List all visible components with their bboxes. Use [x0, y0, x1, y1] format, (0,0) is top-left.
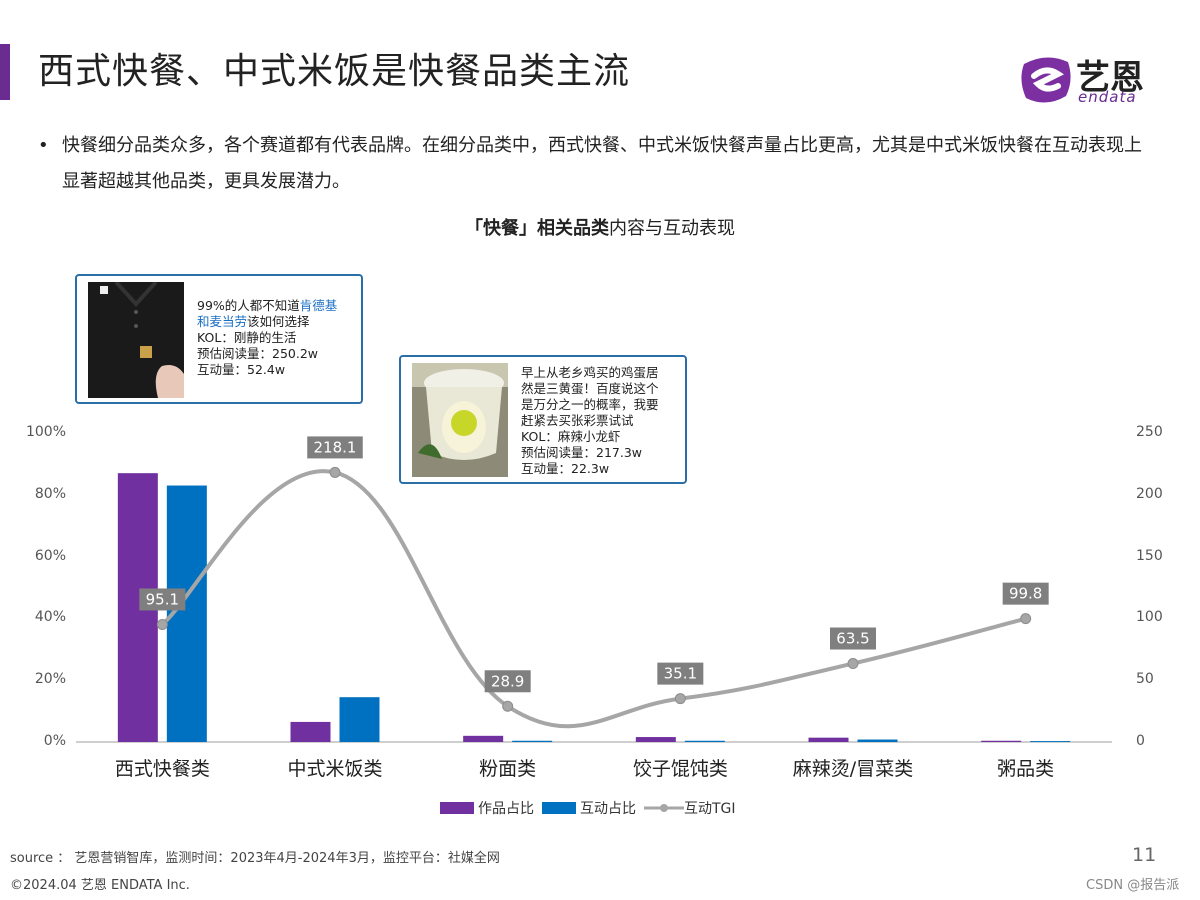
post-card-1: 99%的人都不知道肯德基 和麦当劳该如何选择 KOL：刚静的生活 预估阅读量：2…	[75, 274, 363, 404]
bar-interaction-4	[857, 739, 898, 742]
page-number: 11	[1132, 844, 1157, 866]
tgi-label-box-1	[307, 436, 363, 459]
legend-swatch-interaction	[542, 802, 576, 814]
y-left-tick-label: 0%	[43, 733, 66, 749]
tgi-label-box-4	[830, 627, 876, 650]
card2-interactions: 互动量：22.3w	[521, 461, 610, 476]
bullet-dot: •	[38, 135, 49, 156]
bar-works-0	[117, 473, 158, 742]
summary-bullet: • 快餐细分品类众多，各个赛道都有代表品牌。在细分品类中，西式快餐、中式米饭快餐…	[38, 128, 1150, 200]
card1-brand-mcd: 和麦当劳	[197, 314, 248, 329]
card1-kol: KOL：刚静的生活	[197, 330, 297, 345]
card1-line2: 该如何选择	[247, 314, 310, 329]
tgi-label-box-5	[1002, 582, 1049, 605]
post-card-2: 早上从老乡鸡买的鸡蛋居 然是三黄蛋！百度说这个 是万分之一的概率，我要 赶紧去买…	[399, 355, 687, 484]
tgi-marker-3	[674, 693, 686, 705]
tgi-marker-1	[329, 466, 341, 478]
tgi-data-label-5: 99.8	[1009, 585, 1042, 603]
watermark: CSDN @报告派	[1086, 878, 1180, 893]
tgi-marker-0	[156, 618, 168, 630]
bar-works-1	[290, 721, 331, 742]
bar-interaction-0	[166, 485, 207, 742]
chart-title-rest: 内容与互动表现	[609, 218, 735, 239]
summary-text: 快餐细分品类众多，各个赛道都有代表品牌。在细分品类中，西式快餐、中式米饭快餐声量…	[62, 135, 1142, 192]
tgi-label-box-0	[139, 588, 186, 611]
legend-label-interaction: 互动占比	[580, 801, 636, 817]
x-category-label: 饺子馄饨类	[632, 758, 728, 780]
bar-interaction-5	[1030, 741, 1071, 742]
y-left-tick-label: 60%	[34, 547, 66, 564]
chart-legend: 作品占比 互动占比 互动TGI	[440, 798, 744, 818]
tgi-line	[161, 469, 1027, 729]
card2-kol: KOL：麻辣小龙虾	[521, 429, 621, 444]
logo-text: 艺恩	[1076, 58, 1144, 98]
copyright: ©2024.04 艺恩 ENDATA Inc.	[10, 878, 190, 893]
tgi-data-label-0: 95.1	[146, 590, 179, 608]
legend-swatch-works	[440, 802, 474, 814]
legend-swatch-tgi	[644, 804, 684, 812]
x-category-label: 粉面类	[479, 758, 537, 780]
legend-item-interaction: 互动占比	[542, 798, 636, 818]
y-right-tick-label: 100	[1136, 609, 1163, 626]
title-accent-bar	[0, 44, 10, 100]
x-category-label: 西式快餐类	[114, 758, 210, 780]
bar-works-3	[635, 737, 676, 742]
tgi-marker-2	[502, 700, 514, 712]
bar-works-4	[808, 737, 849, 742]
tgi-data-label-3: 35.1	[664, 665, 697, 683]
y-left-tick-label: 80%	[34, 485, 66, 502]
card2-line2: 然是三黄蛋！百度说这个	[521, 381, 659, 396]
y-left-tick-label: 40%	[34, 609, 66, 626]
y-left-tick-label: 100%	[25, 424, 66, 440]
x-category-label: 麻辣烫/冒菜类	[792, 758, 914, 780]
card2-reads: 预估阅读量：217.3w	[521, 445, 643, 460]
polo-shirt-thumbnail	[88, 282, 184, 398]
y-right-tick-label: 50	[1136, 671, 1154, 688]
chart-title: 「快餐」相关品类内容与互动表现	[0, 214, 1200, 240]
tgi-marker-5	[1020, 613, 1032, 625]
tgi-data-label-2: 28.9	[491, 672, 524, 690]
y-right-tick-label: 200	[1136, 485, 1163, 502]
bar-works-5	[981, 740, 1022, 742]
tgi-data-label-1: 218.1	[314, 438, 357, 456]
endata-logo-icon	[1021, 57, 1071, 103]
legend-item-tgi: 互动TGI	[644, 798, 736, 818]
bar-interaction-1	[339, 697, 380, 742]
egg-thumbnail	[412, 363, 508, 477]
y-right-tick-label: 0	[1136, 733, 1145, 749]
card1-line1: 99%的人都不知道	[197, 298, 300, 313]
bar-interaction-2	[512, 740, 553, 742]
page-title: 西式快餐、中式米饭是快餐品类主流	[38, 51, 631, 92]
logo-subtext: endata	[1078, 88, 1137, 106]
x-category-label: 中式米饭类	[287, 758, 383, 780]
bar-works-2	[463, 735, 504, 742]
tgi-label-box-2	[484, 670, 531, 693]
legend-label-works: 作品占比	[478, 801, 534, 817]
bar-interaction-3	[684, 740, 725, 742]
card1-reads: 预估阅读量：250.2w	[197, 346, 319, 361]
tgi-data-label-4: 63.5	[836, 630, 869, 648]
tgi-label-box-3	[657, 662, 704, 685]
card2-line3: 是万分之一的概率，我要	[521, 397, 659, 412]
card1-interactions: 互动量：52.4w	[197, 362, 286, 377]
source-note: source ： 艺恩营销智库，监测时间：2023年4月-2024年3月，监控平…	[10, 851, 500, 866]
y-left-tick-label: 20%	[34, 671, 66, 688]
x-category-label: 粥品类	[997, 758, 1055, 780]
legend-item-works: 作品占比	[440, 798, 534, 818]
card1-brand-kfc: 肯德基	[299, 298, 338, 313]
card2-line4: 赶紧去买张彩票试试	[521, 413, 634, 428]
tgi-marker-4	[847, 658, 859, 670]
card2-line1: 早上从老乡鸡买的鸡蛋居	[521, 365, 659, 380]
legend-label-tgi: 互动TGI	[684, 801, 736, 817]
y-right-tick-label: 150	[1136, 547, 1163, 564]
endata-logo: 艺恩 endata	[1016, 50, 1156, 106]
y-right-tick-label: 250	[1136, 424, 1163, 440]
chart-title-bold: 「快餐」相关品类	[465, 218, 609, 239]
